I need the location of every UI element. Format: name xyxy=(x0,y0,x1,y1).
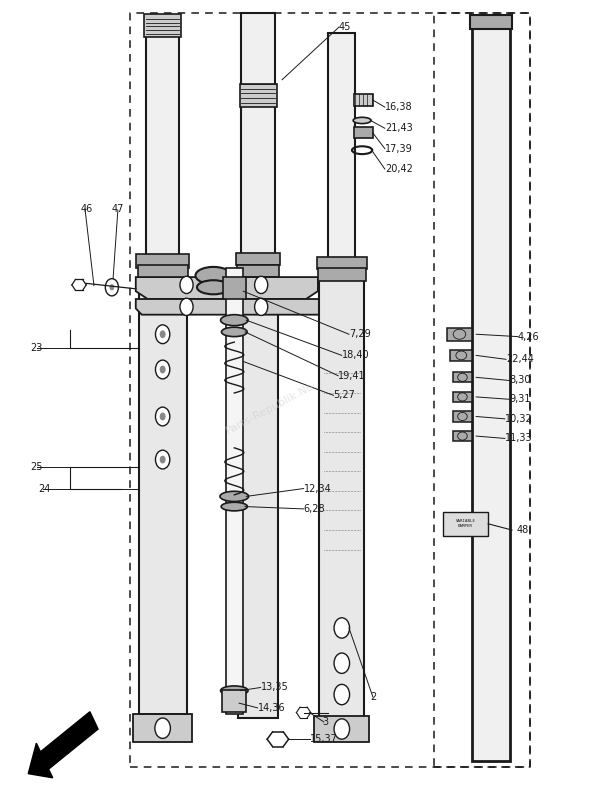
FancyBboxPatch shape xyxy=(453,431,472,441)
FancyBboxPatch shape xyxy=(237,265,279,277)
Circle shape xyxy=(180,298,193,315)
Circle shape xyxy=(180,277,193,293)
Circle shape xyxy=(155,325,170,343)
FancyBboxPatch shape xyxy=(136,254,189,268)
Circle shape xyxy=(254,277,268,293)
Circle shape xyxy=(160,413,166,421)
Ellipse shape xyxy=(197,281,230,294)
Ellipse shape xyxy=(221,314,248,325)
FancyBboxPatch shape xyxy=(241,13,275,268)
Text: 12,34: 12,34 xyxy=(304,483,331,494)
FancyBboxPatch shape xyxy=(354,94,373,106)
FancyBboxPatch shape xyxy=(238,256,278,718)
Text: 18,40: 18,40 xyxy=(342,351,370,361)
FancyBboxPatch shape xyxy=(328,33,355,268)
Text: 48: 48 xyxy=(516,525,529,535)
FancyBboxPatch shape xyxy=(453,411,472,421)
FancyBboxPatch shape xyxy=(470,15,512,29)
Circle shape xyxy=(109,284,114,290)
Ellipse shape xyxy=(221,502,247,511)
Ellipse shape xyxy=(221,686,248,696)
FancyBboxPatch shape xyxy=(472,17,510,761)
FancyBboxPatch shape xyxy=(451,350,472,361)
Circle shape xyxy=(334,618,350,638)
FancyBboxPatch shape xyxy=(317,257,367,270)
FancyBboxPatch shape xyxy=(137,266,188,280)
FancyBboxPatch shape xyxy=(226,268,242,714)
FancyBboxPatch shape xyxy=(318,269,365,281)
Circle shape xyxy=(155,450,170,469)
FancyBboxPatch shape xyxy=(146,17,179,268)
FancyBboxPatch shape xyxy=(223,277,245,299)
Text: 6,28: 6,28 xyxy=(304,504,325,514)
Text: 11,33: 11,33 xyxy=(505,433,532,443)
Text: 22,44: 22,44 xyxy=(506,354,534,365)
FancyBboxPatch shape xyxy=(319,264,364,718)
Text: VARIABLE
DAMPER: VARIABLE DAMPER xyxy=(455,520,475,528)
Text: 20,42: 20,42 xyxy=(385,164,413,174)
Text: 14,36: 14,36 xyxy=(257,703,285,713)
Text: 2: 2 xyxy=(370,692,377,702)
Text: 16,38: 16,38 xyxy=(385,102,412,112)
Text: 21,43: 21,43 xyxy=(385,123,413,134)
FancyBboxPatch shape xyxy=(239,83,277,107)
Text: 9,31: 9,31 xyxy=(509,395,530,404)
Circle shape xyxy=(254,298,268,315)
Polygon shape xyxy=(136,277,318,299)
FancyBboxPatch shape xyxy=(443,512,488,535)
Circle shape xyxy=(155,407,170,426)
FancyBboxPatch shape xyxy=(354,127,373,138)
Text: 4,26: 4,26 xyxy=(518,332,539,342)
Ellipse shape xyxy=(353,117,371,123)
Text: 3: 3 xyxy=(323,717,329,727)
Circle shape xyxy=(160,330,166,338)
Text: 15,37: 15,37 xyxy=(310,734,337,744)
Ellipse shape xyxy=(220,491,248,501)
Text: 46: 46 xyxy=(80,204,92,214)
Text: 24: 24 xyxy=(38,483,51,494)
Polygon shape xyxy=(136,299,330,314)
Text: 25: 25 xyxy=(30,462,43,472)
FancyArrow shape xyxy=(28,712,98,778)
Text: 10,32: 10,32 xyxy=(505,414,533,424)
FancyBboxPatch shape xyxy=(314,717,369,741)
Text: 47: 47 xyxy=(112,204,124,214)
Circle shape xyxy=(334,685,350,705)
Text: 19,41: 19,41 xyxy=(338,371,366,380)
Text: 13,35: 13,35 xyxy=(260,682,289,692)
Text: 7,29: 7,29 xyxy=(349,329,371,340)
Circle shape xyxy=(334,719,350,739)
Text: 45: 45 xyxy=(339,22,351,32)
Circle shape xyxy=(155,718,170,738)
Ellipse shape xyxy=(221,327,247,336)
FancyBboxPatch shape xyxy=(236,253,280,266)
FancyBboxPatch shape xyxy=(139,256,187,718)
FancyBboxPatch shape xyxy=(144,14,181,38)
Circle shape xyxy=(334,653,350,674)
FancyBboxPatch shape xyxy=(223,690,246,712)
Circle shape xyxy=(160,456,166,464)
FancyBboxPatch shape xyxy=(453,392,472,402)
FancyBboxPatch shape xyxy=(133,714,193,741)
Circle shape xyxy=(106,279,118,296)
Circle shape xyxy=(155,360,170,379)
FancyBboxPatch shape xyxy=(453,373,472,383)
Text: 8,30: 8,30 xyxy=(509,376,530,385)
Text: Parts-Republik.No: Parts-Republik.No xyxy=(224,381,316,436)
Text: 23: 23 xyxy=(30,343,43,353)
Ellipse shape xyxy=(196,267,232,284)
Text: 5,27: 5,27 xyxy=(334,391,355,400)
Circle shape xyxy=(160,365,166,373)
FancyBboxPatch shape xyxy=(447,328,472,340)
Text: 17,39: 17,39 xyxy=(385,144,413,153)
